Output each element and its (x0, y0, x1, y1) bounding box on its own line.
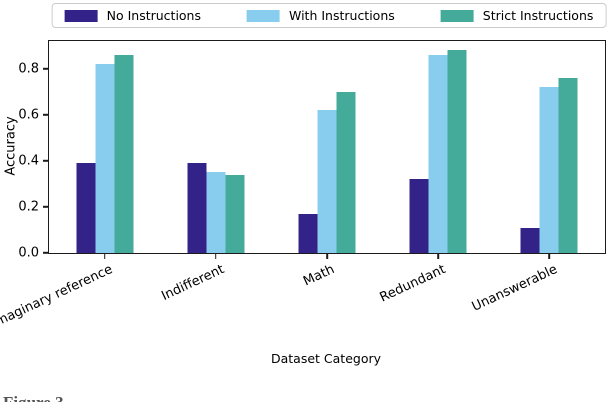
bar-with-instructions-indifferent (206, 172, 226, 253)
legend-swatch-icon (440, 9, 474, 22)
figure-caption: Figure 3 (3, 394, 64, 402)
y-tick-label: 0.6 (18, 107, 39, 123)
y-tick-mark (43, 160, 49, 162)
bar-no-instructions-redundant (409, 179, 429, 253)
x-tick-mark (326, 253, 328, 259)
bar-strict-instructions-indifferent (225, 174, 245, 253)
bar-with-instructions-imaginary-reference (95, 64, 115, 253)
y-tick-mark (43, 67, 49, 70)
legend-swatch-icon (247, 9, 280, 22)
legend-label: Strict Instructions (482, 8, 594, 23)
legend-item-with-instructions: With Instructions (247, 8, 395, 23)
y-tick-mark (43, 252, 49, 254)
legend-swatch-icon (64, 9, 98, 22)
bar-no-instructions-imaginary-reference (76, 163, 96, 253)
category-label-indifferent: Indifferent (158, 262, 227, 305)
bar-no-instructions-unanswerable (520, 227, 540, 253)
plot-area: 0.0 0.2 0.4 0.6 0.8 Imaginary reference Indiff… (0, 40, 606, 331)
legend-label: No Instructions (106, 8, 201, 23)
y-tick-label: 0.0 (18, 245, 39, 261)
x-tick-mark (103, 253, 106, 259)
bar-strict-instructions-imaginary-reference (114, 54, 134, 253)
y-tick-label: 0.2 (18, 199, 39, 215)
x-tick-mark (215, 253, 217, 259)
y-tick-mark (43, 206, 49, 208)
y-tick-label: 0.8 (18, 61, 39, 77)
legend-item-strict-instructions: Strict Instructions (440, 8, 594, 23)
category-label-redundant: Redundant (378, 262, 449, 306)
bar-group-math (298, 41, 356, 253)
x-axis-label: Dataset Category (270, 351, 382, 366)
chart-legend: No Instructions With Instructions Strict I… (51, 3, 607, 28)
x-tick-mark (437, 253, 439, 259)
bar-group-unanswerable (520, 41, 578, 253)
bar-no-instructions-math (298, 213, 318, 253)
bar-strict-instructions-math (336, 91, 356, 253)
bar-group-imaginary-reference (76, 41, 134, 253)
bar-strict-instructions-redundant (447, 50, 467, 253)
legend-item-no-instructions: No Instructions (64, 8, 201, 23)
x-tick-mark (548, 253, 551, 259)
bar-group-redundant (409, 41, 467, 253)
category-label-unanswerable: Unanswerable (469, 262, 560, 315)
bar-with-instructions-redundant (428, 54, 448, 253)
y-tick-mark (43, 113, 49, 116)
legend-label: With Instructions (289, 8, 395, 23)
bar-strict-instructions-unanswerable (558, 77, 578, 253)
bar-with-instructions-math (317, 110, 337, 253)
y-tick-label: 0.4 (18, 153, 39, 169)
bar-group-indifferent (187, 41, 245, 253)
bar-with-instructions-unanswerable (539, 87, 559, 253)
y-axis-label: Accuracy (3, 116, 19, 176)
category-label-imaginary-reference: Imaginary reference (0, 262, 115, 332)
bar-no-instructions-indifferent (187, 163, 207, 253)
category-label-math: Math (301, 262, 338, 290)
